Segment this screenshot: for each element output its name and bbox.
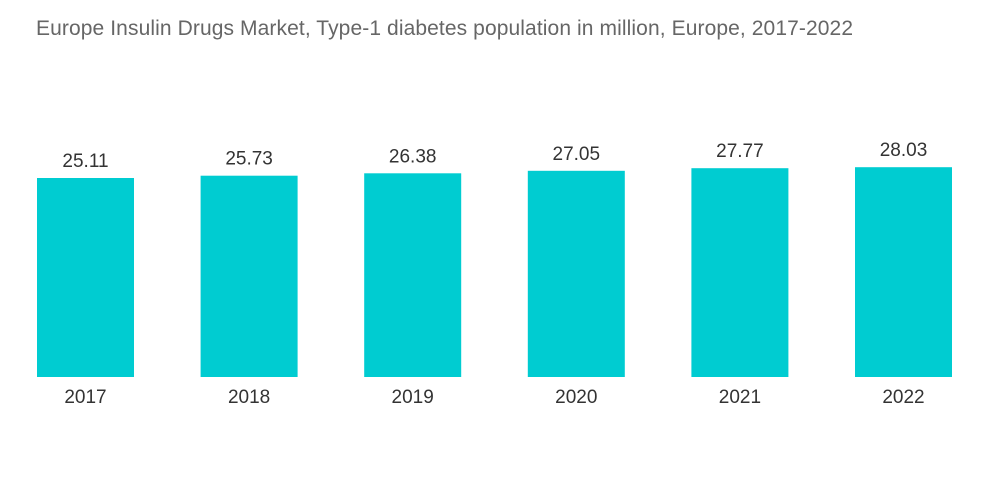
bars-group: [37, 167, 952, 377]
bar-2018: [200, 175, 298, 377]
bar-2019: [364, 173, 462, 377]
x-tick-label-2021: 2021: [719, 387, 761, 408]
bar-2017: [37, 178, 134, 377]
chart-title: Europe Insulin Drugs Market, Type-1 diab…: [36, 17, 854, 40]
value-label-2021: 27.77: [716, 141, 764, 162]
value-label-2019: 26.38: [389, 146, 437, 167]
value-label-2018: 25.73: [225, 149, 273, 170]
x-tick-label-2020: 2020: [555, 387, 597, 408]
x-tick-label-2022: 2022: [882, 387, 924, 408]
x-tick-label-2018: 2018: [228, 387, 270, 408]
value-labels-group: 25.11 25.73 26.38 27.05 27.77 28.03: [62, 140, 927, 172]
x-tick-label-2017: 2017: [64, 387, 106, 408]
x-tick-label-2019: 2019: [392, 387, 434, 408]
bar-2020: [527, 170, 625, 377]
value-label-2020: 27.05: [553, 144, 601, 165]
bar-2022: [855, 167, 952, 377]
value-label-2022: 28.03: [880, 140, 928, 161]
x-tick-labels-group: 2017 2018 2019 2020 2021 2022: [64, 387, 924, 408]
value-label-2017: 25.11: [62, 151, 108, 172]
bar-2021: [691, 168, 789, 377]
